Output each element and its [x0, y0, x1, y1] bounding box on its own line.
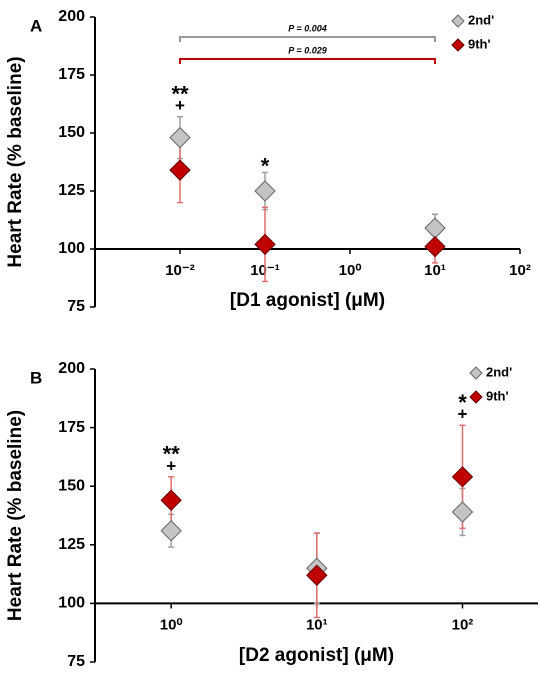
x-tick-label: 10⁻²: [165, 262, 195, 279]
point: [160, 520, 182, 542]
x-tick-label: 10²: [452, 616, 474, 633]
legend-label: 2nd': [486, 364, 512, 379]
y-tick-label: 100: [58, 595, 85, 612]
y-axis-label: Heart Rate (% baseline): [5, 410, 26, 621]
x-tick-label: 10⁰: [160, 616, 183, 633]
legend-marker: [451, 14, 465, 28]
y-tick-label: 75: [67, 298, 85, 315]
legend-label: 2nd': [468, 12, 494, 27]
y-tick-label: 125: [58, 182, 85, 199]
y-tick-label: 150: [58, 124, 85, 141]
point: [169, 159, 191, 181]
significance-marker: +: [458, 405, 468, 424]
bracket: [179, 58, 436, 64]
point: [160, 489, 182, 511]
legend-marker: [469, 366, 483, 380]
legend-marker: [469, 390, 483, 404]
bracket-label: P = 0.029: [288, 45, 326, 55]
y-tick-label: 125: [58, 536, 85, 553]
legend-label: 9th': [468, 36, 491, 51]
significance-marker: +: [175, 96, 185, 115]
y-tick-label: 200: [58, 360, 85, 377]
bracket-label: P = 0.004: [288, 23, 326, 33]
point: [254, 180, 276, 202]
legend-marker: [451, 38, 465, 52]
significance-marker: *: [261, 153, 270, 178]
x-axis-label: [D2 agonist] (μM): [239, 645, 394, 666]
y-axis-label: Heart Rate (% baseline): [5, 56, 26, 267]
y-tick-label: 75: [67, 653, 85, 670]
y-tick-label: 175: [58, 419, 85, 436]
x-tick-label: 10²: [509, 262, 531, 279]
point: [169, 126, 191, 149]
point: [254, 233, 276, 256]
y-tick-label: 175: [58, 66, 85, 83]
y-tick-label: 100: [58, 240, 85, 257]
x-tick-label: 10¹: [306, 616, 328, 633]
y-tick-label: 200: [58, 8, 85, 25]
point: [424, 235, 446, 258]
panel-label: A: [30, 16, 42, 35]
significance-marker: *: [458, 390, 467, 415]
x-axis-label: [D1 agonist] (μM): [230, 290, 385, 311]
point: [306, 564, 328, 586]
point: [424, 217, 446, 239]
panel-label: B: [30, 368, 42, 387]
significance-marker: **: [163, 442, 181, 467]
point: [451, 501, 474, 523]
point: [451, 466, 474, 488]
bracket: [179, 36, 436, 42]
legend-label: 9th': [486, 388, 509, 403]
x-tick-label: 10¹: [424, 262, 446, 279]
y-tick-label: 150: [58, 477, 85, 494]
x-tick-label: 10⁰: [339, 262, 362, 279]
significance-marker: **: [171, 82, 189, 107]
significance-marker: +: [166, 456, 176, 475]
